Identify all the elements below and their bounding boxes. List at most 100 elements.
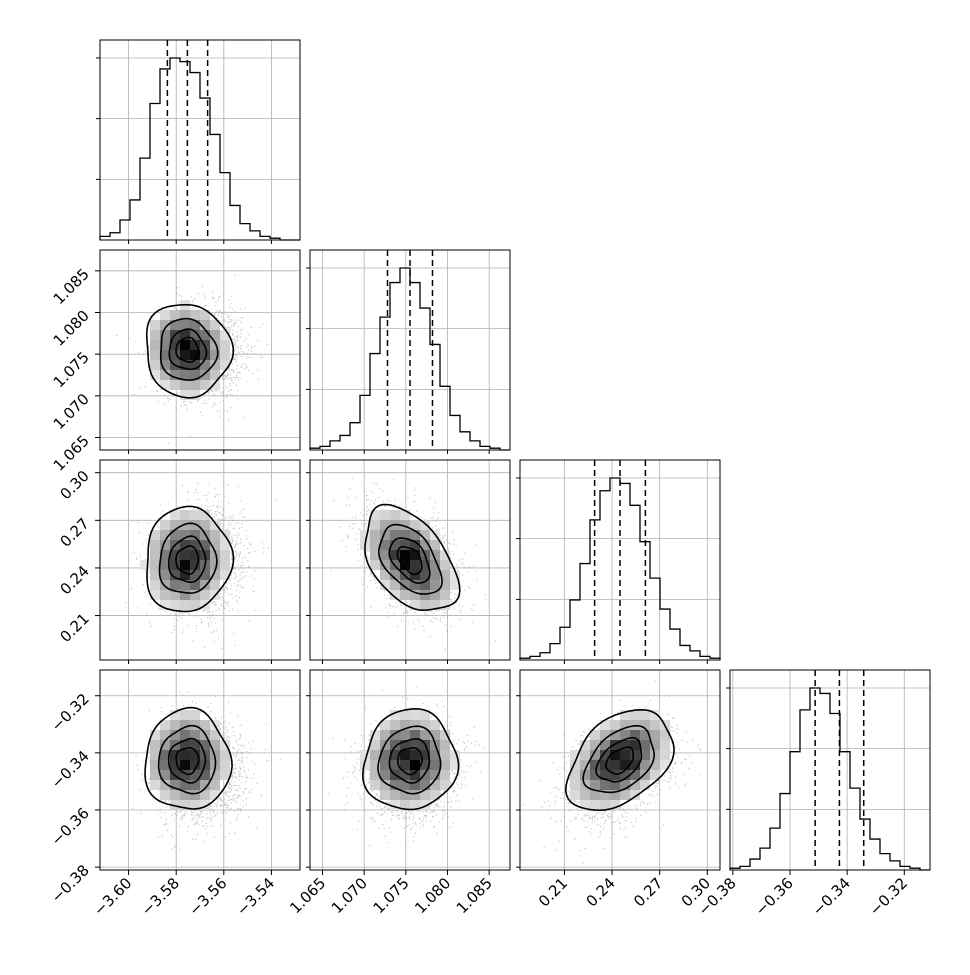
density-cell (640, 710, 650, 720)
density-cell (150, 360, 160, 370)
density-cell (400, 710, 410, 720)
contour-0 (564, 708, 675, 812)
density-cell (180, 560, 190, 570)
density-cell (160, 600, 170, 610)
density-cell (410, 800, 420, 810)
density-cell (390, 540, 400, 550)
density-cell (200, 350, 210, 360)
density-cell (410, 550, 420, 560)
density-cell (220, 570, 230, 580)
density-cell (380, 550, 390, 560)
density-cell (390, 800, 400, 810)
density-cell (190, 530, 200, 540)
x-tick-label-p1: −3.56 (185, 874, 230, 919)
density-cell (150, 350, 160, 360)
density-cell (170, 710, 180, 720)
density-cell (410, 720, 420, 730)
density-cell (150, 370, 160, 380)
contour-3 (175, 545, 200, 575)
density-cell (170, 760, 180, 770)
density-cell (210, 770, 220, 780)
density-cell (200, 380, 210, 390)
density-cell (170, 520, 180, 530)
density-cell (380, 520, 390, 530)
density-cell (400, 730, 410, 740)
panel-frame-3-3 (729, 669, 931, 871)
x-tick-label-p4: −0.32 (866, 874, 911, 919)
density-cell (390, 580, 400, 590)
density-cell (150, 580, 160, 590)
density-cell (180, 590, 190, 600)
histogram-p1 (99, 57, 300, 241)
density-cell (410, 520, 420, 530)
density-cell (190, 340, 200, 350)
density-cell (140, 560, 150, 570)
density-cell (430, 600, 440, 610)
density-cell (210, 780, 220, 790)
density-cell (170, 550, 180, 560)
density-cell (180, 730, 190, 740)
density-cell (420, 570, 430, 580)
contour-2 (167, 737, 207, 784)
density-cell (180, 370, 190, 380)
histogram-p2 (309, 267, 510, 451)
density-cell (370, 740, 380, 750)
panel-frame-3-1 (309, 669, 511, 871)
density-cell (640, 750, 650, 760)
density-cell (160, 320, 170, 330)
density-cell (200, 770, 210, 780)
density-cell (390, 780, 400, 790)
density-cell (180, 570, 190, 580)
density-cell (380, 790, 390, 800)
density-cell (190, 380, 200, 390)
density-cell (220, 560, 230, 570)
y-tick-label-p2: 1.085 (50, 265, 93, 308)
density-cell (160, 740, 170, 750)
density-cell (220, 360, 230, 370)
density-cell (220, 330, 230, 340)
density-cell (190, 740, 200, 750)
density-cell (190, 360, 200, 370)
density-cell (420, 530, 430, 540)
density-cell (370, 770, 380, 780)
density-cell (410, 530, 420, 540)
density-cell (220, 750, 230, 760)
density-cell (630, 760, 640, 770)
contour-0 (145, 304, 235, 399)
density-cell (170, 310, 180, 320)
density-cell (210, 380, 220, 390)
density-cell (430, 750, 440, 760)
density-cell (180, 530, 190, 540)
density-cell (570, 760, 580, 770)
density-cell (190, 390, 200, 400)
density-cell (210, 740, 220, 750)
density-cell (160, 750, 170, 760)
density-cell (640, 720, 650, 730)
density-cell (420, 590, 430, 600)
density-cell (360, 750, 370, 760)
density-cell (190, 550, 200, 560)
density-cell (600, 730, 610, 740)
x-tick-label-p2: 1.085 (453, 874, 496, 917)
density-cell (630, 710, 640, 720)
density-cell (430, 570, 440, 580)
contour-0 (361, 707, 460, 811)
density-cell (160, 550, 170, 560)
y-tick-label-p2: 1.070 (50, 390, 93, 433)
density-cell (610, 780, 620, 790)
density-cell (580, 790, 590, 800)
contour-1 (377, 725, 442, 795)
density-cell (660, 730, 670, 740)
density-cell (400, 760, 410, 770)
density-cell (420, 800, 430, 810)
density-cell (410, 750, 420, 760)
density-cell (160, 780, 170, 790)
density-cell (430, 540, 440, 550)
density-cell (390, 730, 400, 740)
density-cell (430, 790, 440, 800)
density-cell (170, 590, 180, 600)
density-cell (400, 580, 410, 590)
density-cell (170, 350, 180, 360)
density-cell (180, 550, 190, 560)
density-cell (190, 750, 200, 760)
